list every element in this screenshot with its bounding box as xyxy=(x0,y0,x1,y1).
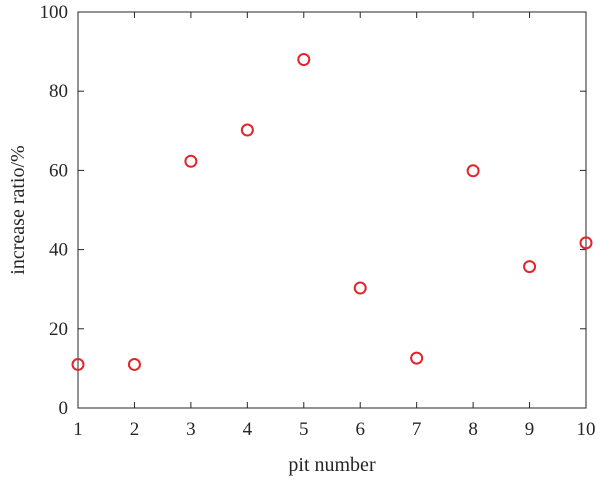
y-tick-label: 20 xyxy=(49,319,68,340)
x-axis-label: pit number xyxy=(288,454,376,476)
y-tick-label: 0 xyxy=(59,398,69,419)
data-point xyxy=(410,351,424,365)
x-tick-label: 6 xyxy=(355,419,365,440)
data-points xyxy=(71,53,593,371)
y-tick-label: 60 xyxy=(49,160,68,181)
data-point xyxy=(297,53,311,67)
y-tick-label: 80 xyxy=(49,81,68,102)
data-point xyxy=(523,260,537,274)
x-tick-label: 7 xyxy=(412,419,422,440)
x-tick-label: 8 xyxy=(468,419,478,440)
data-point xyxy=(579,236,593,250)
x-tick-label: 9 xyxy=(525,419,535,440)
x-tick-label: 2 xyxy=(130,419,140,440)
x-tick-label: 10 xyxy=(577,419,596,440)
x-tick-label: 3 xyxy=(186,419,196,440)
y-tick-label: 100 xyxy=(40,2,69,23)
data-point xyxy=(240,123,254,137)
x-tick-label: 5 xyxy=(299,419,309,440)
data-point xyxy=(184,154,198,168)
y-axis-label: increase ratio/% xyxy=(7,145,29,274)
data-point xyxy=(127,357,141,371)
x-tick-label: 1 xyxy=(73,419,83,440)
data-point xyxy=(353,281,367,295)
data-point xyxy=(466,164,480,178)
data-point xyxy=(71,357,85,371)
plot-frame xyxy=(77,11,587,409)
x-tick-label: 4 xyxy=(243,419,253,440)
y-tick-label: 40 xyxy=(49,240,68,261)
